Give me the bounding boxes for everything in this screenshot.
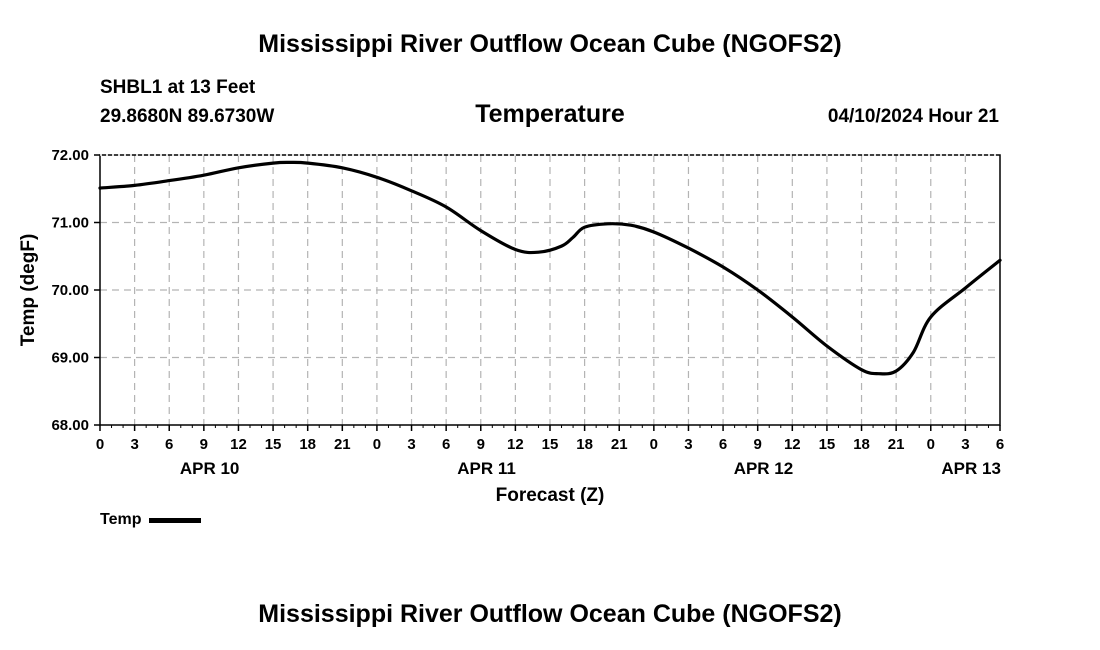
y-tick-label: 71.00 bbox=[51, 215, 89, 232]
legend: Temp bbox=[100, 510, 202, 530]
x-tick-label: 15 bbox=[542, 436, 559, 453]
x-tick-label: 21 bbox=[888, 436, 905, 453]
date-label: APR 12 bbox=[734, 459, 794, 478]
legend-label-temp: Temp bbox=[100, 511, 142, 528]
x-tick-label: 9 bbox=[477, 436, 485, 453]
chart-main-title-bottom: Mississippi River Outflow Ocean Cube (NG… bbox=[258, 600, 842, 628]
x-tick-label: 6 bbox=[996, 436, 1004, 453]
x-tick-label: 6 bbox=[442, 436, 450, 453]
axis-labels: 0 3 6 9 12 15 18 21 0 3 6 9 12 15 18 21 0 3 6 9 12 15 18 21 0 3 6 6… bbox=[18, 147, 1004, 506]
x-tick-label: 12 bbox=[230, 436, 247, 453]
x-tick-label: 0 bbox=[650, 436, 658, 453]
station-coordinates: 29.8680N 89.6730W bbox=[100, 106, 275, 127]
x-tick-label: 3 bbox=[961, 436, 969, 453]
y-tick-label: 68.00 bbox=[51, 417, 89, 434]
x-tick-label: 0 bbox=[927, 436, 935, 453]
x-axis-title: Forecast (Z) bbox=[496, 485, 605, 506]
x-tick-label: 9 bbox=[200, 436, 208, 453]
x-tick-label: 0 bbox=[96, 436, 104, 453]
variable-title: Temperature bbox=[475, 100, 625, 128]
chart-main-title-top: Mississippi River Outflow Ocean Cube (NG… bbox=[258, 30, 842, 58]
y-tick-label: 69.00 bbox=[51, 350, 89, 367]
x-tick-label: 3 bbox=[684, 436, 692, 453]
x-tick-label: 6 bbox=[719, 436, 727, 453]
axis-ticks bbox=[94, 154, 1001, 431]
station-name: SHBL1 at 13 Feet bbox=[100, 77, 256, 98]
x-tick-label: 3 bbox=[130, 436, 138, 453]
date-label: APR 13 bbox=[941, 459, 1001, 478]
x-tick-label: 18 bbox=[853, 436, 870, 453]
x-tick-label: 0 bbox=[373, 436, 381, 453]
x-tick-label: 3 bbox=[407, 436, 415, 453]
date-label: APR 11 bbox=[457, 459, 516, 478]
x-tick-label: 12 bbox=[507, 436, 524, 453]
forecast-time: 04/10/2024 Hour 21 bbox=[827, 106, 999, 127]
series-line-temp bbox=[98, 160, 1002, 376]
chart-grid bbox=[100, 155, 1000, 425]
x-tick-label: 15 bbox=[819, 436, 836, 453]
x-tick-label: 12 bbox=[784, 436, 801, 453]
y-tick-label: 70.00 bbox=[51, 282, 89, 299]
x-tick-label: 6 bbox=[165, 436, 173, 453]
x-tick-label: 21 bbox=[334, 436, 351, 453]
y-tick-label: 72.00 bbox=[51, 147, 89, 164]
x-tick-label: 21 bbox=[611, 436, 628, 453]
date-label: APR 10 bbox=[180, 459, 240, 478]
x-tick-label: 15 bbox=[265, 436, 282, 453]
legend-swatch-temp bbox=[149, 517, 202, 523]
series-layer bbox=[98, 160, 1002, 376]
y-axis-title: Temp (degF) bbox=[18, 234, 39, 347]
x-tick-label: 9 bbox=[754, 436, 762, 453]
x-tick-label: 18 bbox=[299, 436, 316, 453]
x-tick-label: 18 bbox=[576, 436, 593, 453]
